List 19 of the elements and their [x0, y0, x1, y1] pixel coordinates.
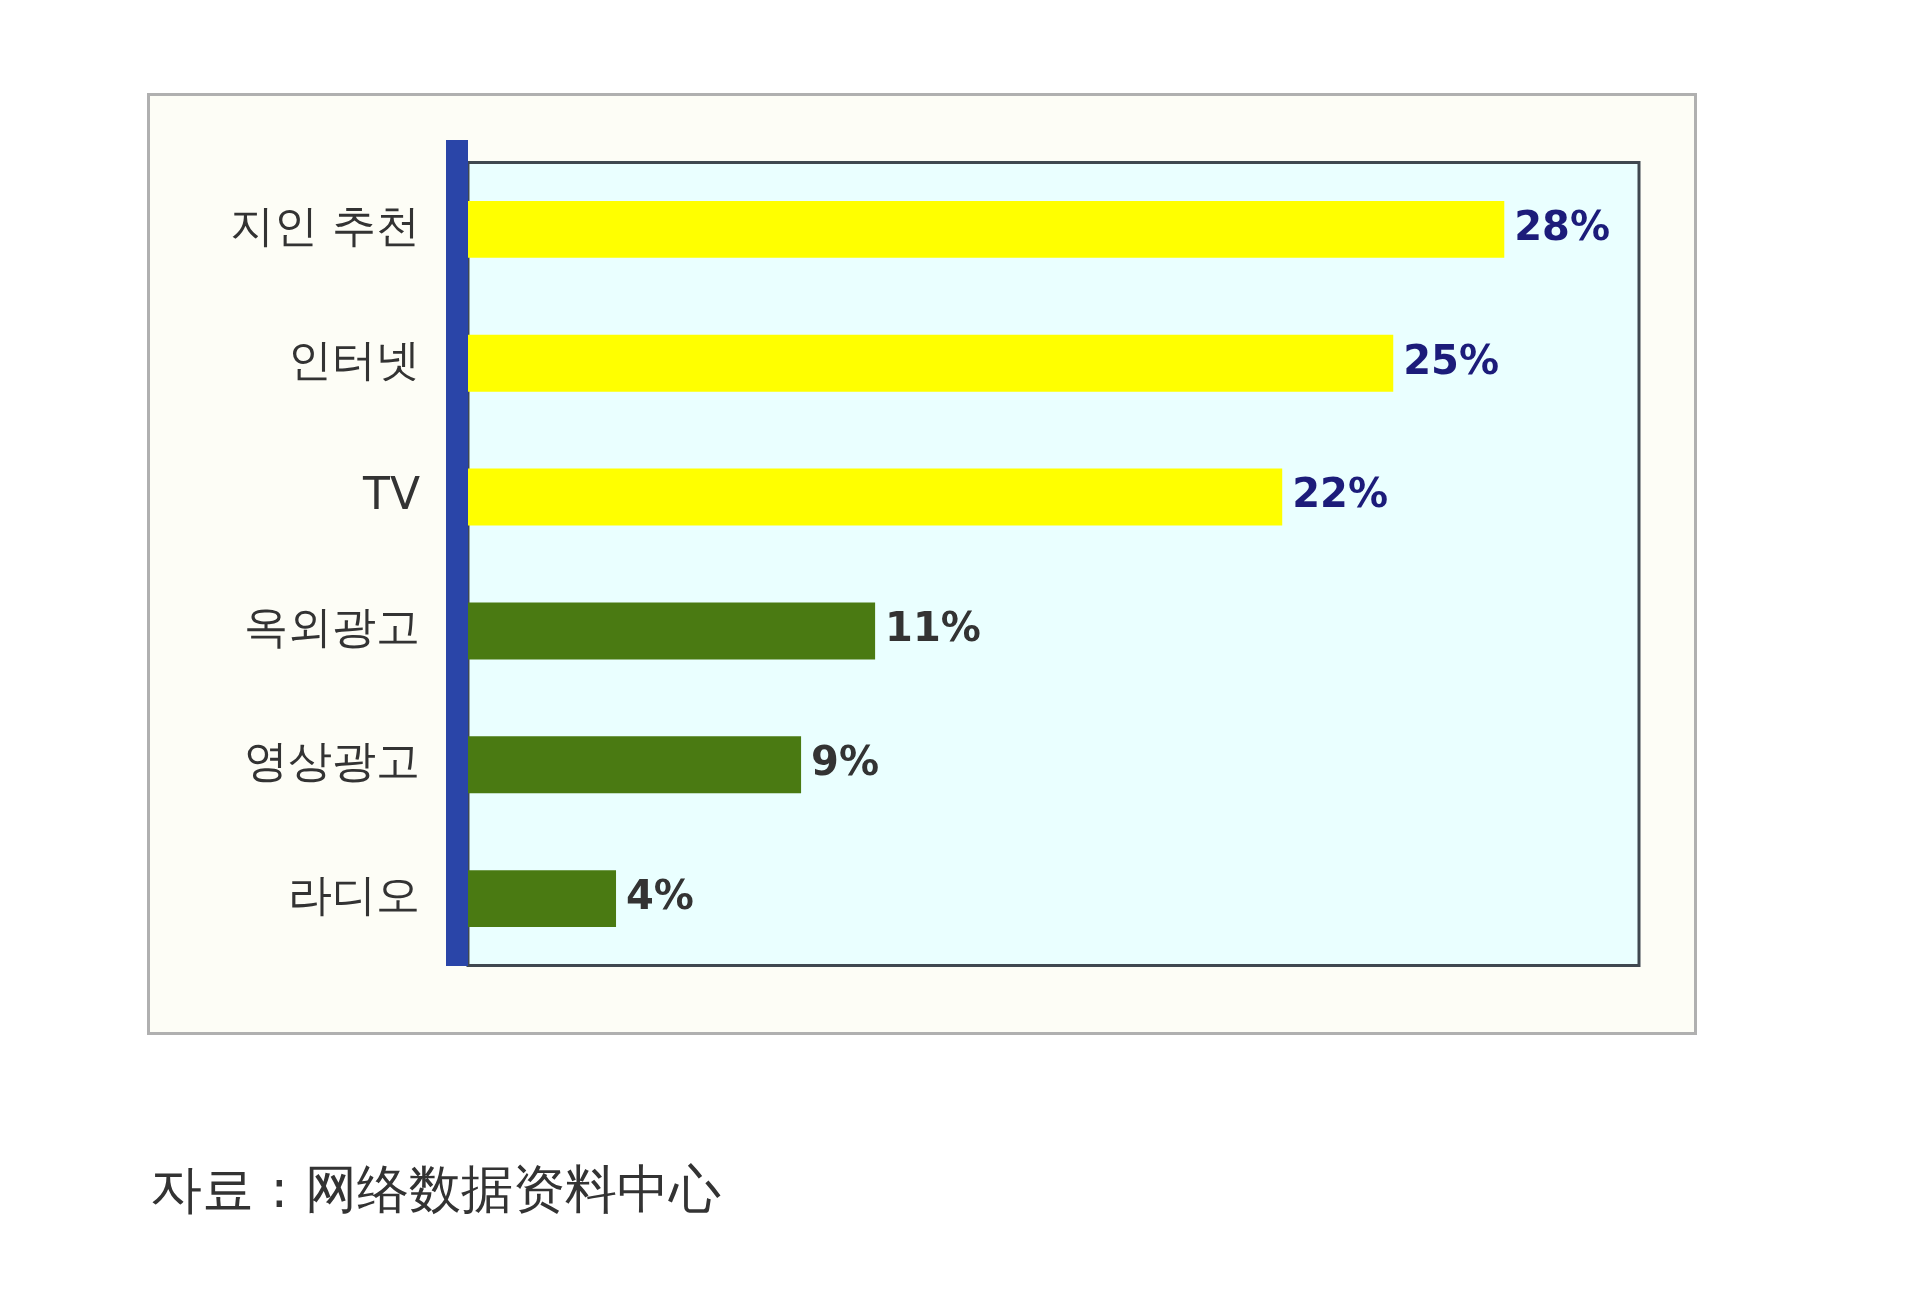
- data-label: 22%: [1292, 470, 1388, 517]
- bar: [467, 468, 1283, 526]
- y-tick-label: 영상광고: [243, 735, 420, 787]
- y-tick-label: 인터넷: [287, 333, 420, 385]
- y-tick-label: 옥외광고: [243, 601, 420, 653]
- bar: [467, 736, 802, 794]
- bar: [467, 200, 1505, 258]
- data-label: 28%: [1514, 202, 1611, 249]
- y-tick-label: 라디오: [287, 869, 420, 921]
- data-label: 25%: [1403, 336, 1499, 383]
- bar: [467, 334, 1394, 392]
- text: 자료 : 网络数据资料中心: [150, 1158, 721, 1221]
- y-tick-label: TV: [362, 467, 420, 519]
- bar: [467, 870, 617, 928]
- data-label: 9%: [811, 738, 879, 785]
- bar: [467, 602, 876, 660]
- data-label: 11%: [885, 604, 981, 651]
- data-label: 4%: [626, 872, 694, 919]
- y-tick-label: 지인 추천: [229, 199, 420, 251]
